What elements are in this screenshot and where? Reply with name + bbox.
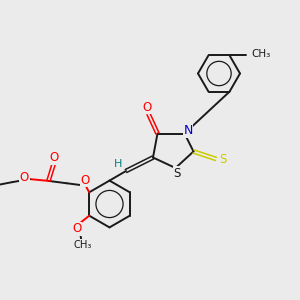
Text: O: O — [50, 151, 59, 164]
Text: CH₃: CH₃ — [73, 239, 92, 250]
Text: O: O — [142, 101, 152, 114]
Text: S: S — [173, 167, 181, 180]
Text: CH₃: CH₃ — [251, 49, 271, 59]
Text: O: O — [80, 174, 90, 187]
Text: O: O — [73, 222, 82, 235]
Text: S: S — [219, 153, 226, 166]
Text: O: O — [20, 171, 29, 184]
Text: N: N — [183, 124, 193, 137]
Text: H: H — [113, 159, 122, 170]
